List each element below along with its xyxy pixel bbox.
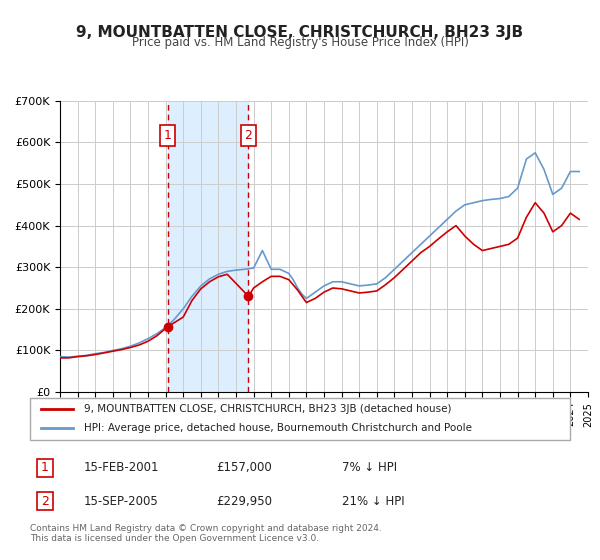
Text: 15-SEP-2005: 15-SEP-2005 <box>84 494 159 508</box>
Text: 2: 2 <box>41 494 49 508</box>
FancyBboxPatch shape <box>37 492 53 510</box>
Text: 7% ↓ HPI: 7% ↓ HPI <box>342 461 397 474</box>
FancyBboxPatch shape <box>37 459 53 477</box>
Text: 15-FEB-2001: 15-FEB-2001 <box>84 461 160 474</box>
Text: 21% ↓ HPI: 21% ↓ HPI <box>342 494 404 508</box>
Bar <box>168 101 248 392</box>
Text: This data is licensed under the Open Government Licence v3.0.: This data is licensed under the Open Gov… <box>30 534 319 543</box>
Text: £229,950: £229,950 <box>216 494 272 508</box>
Text: 1: 1 <box>41 461 49 474</box>
Text: 9, MOUNTBATTEN CLOSE, CHRISTCHURCH, BH23 3JB (detached house): 9, MOUNTBATTEN CLOSE, CHRISTCHURCH, BH23… <box>84 404 452 414</box>
Text: 2: 2 <box>245 129 253 142</box>
Text: 9, MOUNTBATTEN CLOSE, CHRISTCHURCH, BH23 3JB: 9, MOUNTBATTEN CLOSE, CHRISTCHURCH, BH23… <box>76 25 524 40</box>
Text: Price paid vs. HM Land Registry's House Price Index (HPI): Price paid vs. HM Land Registry's House … <box>131 36 469 49</box>
Text: HPI: Average price, detached house, Bournemouth Christchurch and Poole: HPI: Average price, detached house, Bour… <box>84 423 472 433</box>
Text: 1: 1 <box>164 129 172 142</box>
FancyBboxPatch shape <box>30 398 570 440</box>
Text: Contains HM Land Registry data © Crown copyright and database right 2024.: Contains HM Land Registry data © Crown c… <box>30 524 382 533</box>
Text: £157,000: £157,000 <box>216 461 272 474</box>
